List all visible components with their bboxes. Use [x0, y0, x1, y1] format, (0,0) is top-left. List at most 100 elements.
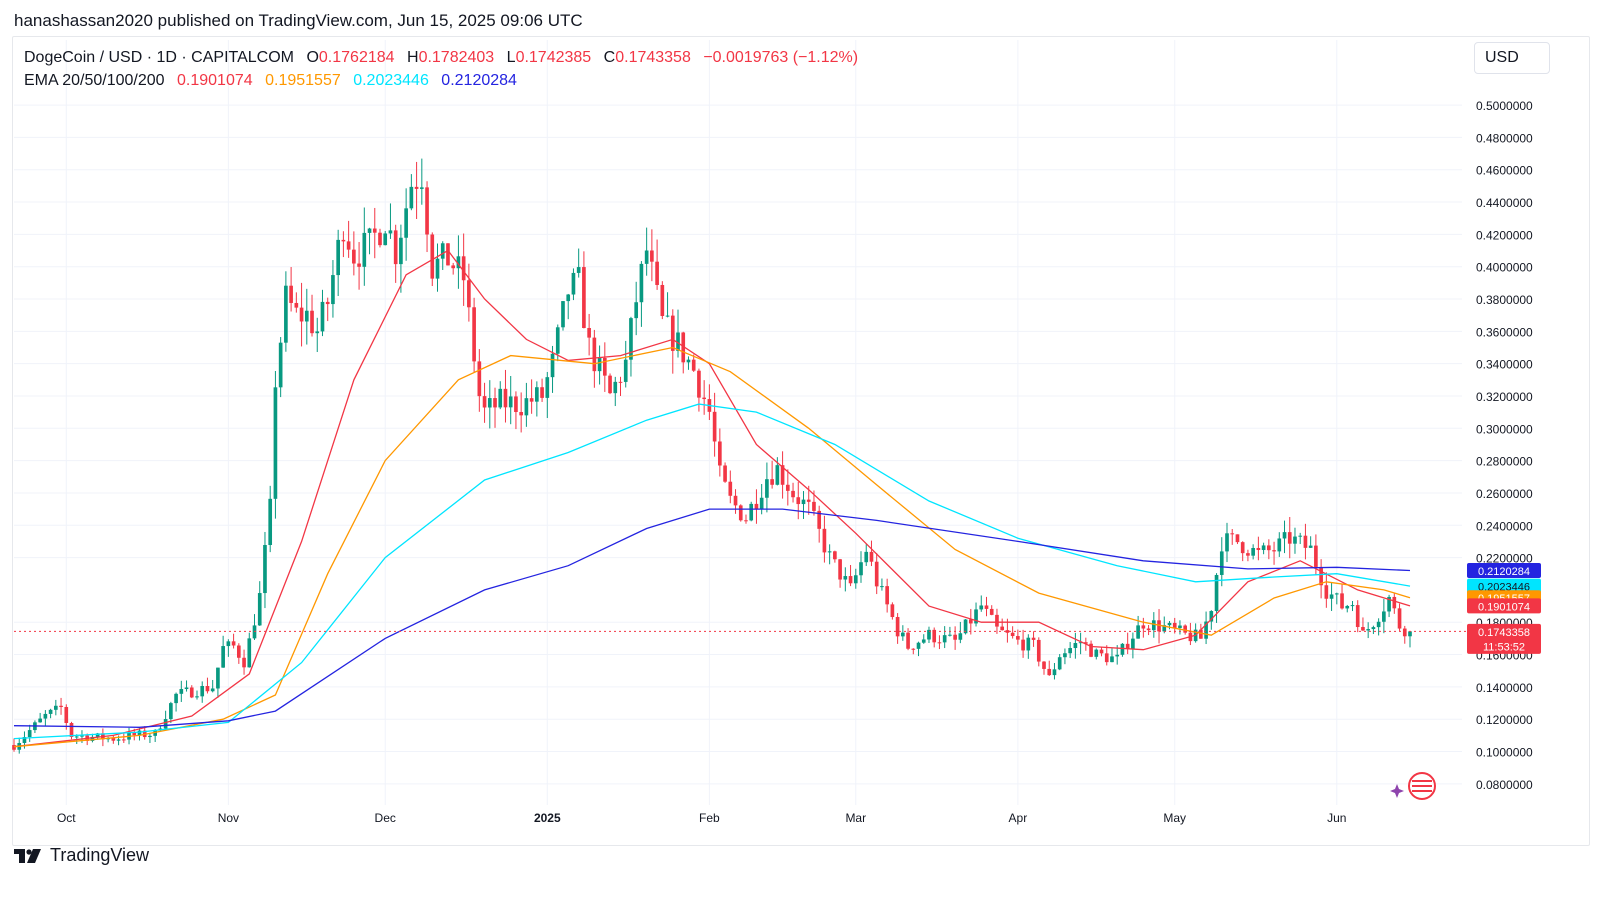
candle-down [540, 387, 544, 398]
flag-stripes-icon [1412, 780, 1432, 792]
candle-up [623, 359, 628, 382]
x-tick-label: Apr [1009, 811, 1028, 825]
candle-down [681, 332, 686, 363]
currency-selector[interactable]: USD [1474, 42, 1550, 74]
candle-up [409, 186, 414, 209]
candle-down [1146, 628, 1151, 631]
ema100-value: 0.2023446 [353, 72, 429, 89]
candle-up [571, 272, 576, 295]
candle-up [331, 275, 335, 305]
candle-down [1016, 636, 1020, 640]
candle-down [289, 285, 293, 303]
candle-up [257, 593, 262, 626]
candle-up [304, 310, 309, 322]
ema-label[interactable]: EMA 20/50/100/200 [24, 72, 165, 89]
candle-down [1402, 628, 1407, 637]
candle-down [1047, 668, 1052, 676]
candle-down [1010, 632, 1015, 637]
candle-down [1392, 596, 1397, 609]
candle-up [775, 465, 780, 485]
y-tick-label: 0.3000000 [1476, 422, 1533, 436]
candle-down [817, 510, 822, 529]
price-axis-label: 0.2120284 [1478, 566, 1530, 578]
candle-up [53, 705, 58, 710]
candle-down [132, 732, 137, 736]
candle-down [325, 301, 330, 305]
y-tick-label: 0.4000000 [1476, 261, 1533, 275]
candle-down [64, 706, 69, 723]
candle-down [1240, 542, 1245, 554]
y-tick-label: 0.3800000 [1476, 293, 1533, 307]
candle-down [493, 398, 497, 408]
candle-up [1298, 535, 1303, 537]
symbol-label[interactable]: DogeCoin / USD · 1D · CAPITALCOM [24, 49, 294, 66]
candle-up [765, 479, 769, 498]
candle-up [1094, 649, 1099, 657]
candle-down [890, 604, 895, 618]
candle-up [1308, 545, 1313, 548]
candle-up [1387, 596, 1391, 612]
candle-down [1355, 605, 1360, 628]
candle-down [372, 228, 377, 233]
candle-up [948, 634, 952, 636]
candle-down [341, 239, 346, 242]
tradingview-wordmark: TradingView [50, 845, 150, 865]
candle-down [205, 686, 210, 692]
candle-up [979, 605, 984, 610]
candle-down [702, 397, 706, 400]
candle-up [550, 353, 555, 378]
candle-down [995, 614, 999, 627]
candle-up [880, 586, 884, 588]
candle-down [822, 528, 827, 553]
candle-up [48, 709, 53, 714]
candle-down [12, 745, 16, 750]
ema-line-ema50 [13, 346, 1411, 748]
candle-down [59, 705, 63, 707]
close-value: 0.1743358 [615, 49, 691, 66]
ema-line-ema200 [13, 508, 1411, 728]
candle-down [608, 375, 612, 394]
candle-up [629, 318, 633, 360]
candle-down [895, 617, 900, 637]
candle-down [968, 619, 973, 624]
candle-down [984, 605, 989, 609]
candle-down [1324, 585, 1329, 599]
candle-up [1219, 551, 1224, 575]
candle-up [1329, 594, 1334, 599]
candle-up [634, 302, 639, 319]
candle-down [932, 629, 937, 643]
candle-up [597, 357, 602, 372]
x-tick-label: Oct [57, 811, 76, 825]
candle-up [1371, 627, 1376, 630]
candle-down [357, 263, 361, 267]
candle-down [503, 388, 508, 408]
candle-up [1120, 643, 1125, 655]
candle-down [514, 396, 518, 413]
candle-up [686, 359, 691, 363]
sparkle-icon [1390, 784, 1404, 798]
candle-up [1136, 625, 1140, 639]
candle-down [670, 315, 675, 351]
candle-up [27, 730, 32, 738]
tradingview-brand[interactable]: TradingView [14, 845, 149, 866]
candle-down [796, 497, 801, 505]
ema20-value: 0.1901074 [177, 72, 253, 89]
candle-down [833, 551, 837, 560]
high-value: 0.1782403 [418, 49, 495, 66]
candle-up [210, 688, 215, 692]
candle-up [843, 576, 848, 580]
candle-down [1340, 593, 1344, 609]
tradingview-logo-icon [14, 848, 41, 863]
candle-up [1214, 574, 1219, 612]
candle-up [90, 736, 95, 741]
candle-up [367, 228, 372, 233]
x-tick-label: Jun [1327, 811, 1346, 825]
candle-down [911, 648, 916, 650]
x-tick-label: Nov [218, 811, 239, 825]
candle-up [419, 187, 424, 189]
candle-down [937, 642, 942, 644]
candle-up [137, 730, 142, 736]
candle-down [780, 465, 785, 485]
candle-up [864, 551, 869, 563]
